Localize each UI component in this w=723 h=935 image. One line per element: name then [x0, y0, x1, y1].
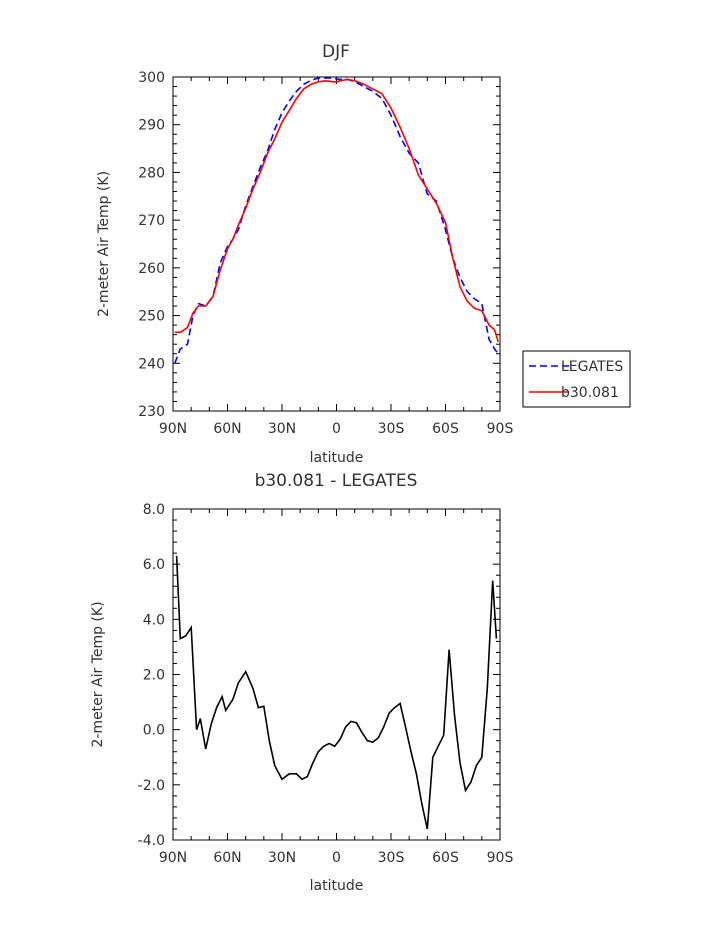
- series-group: [174, 77, 499, 364]
- legend-label: LEGATES: [561, 359, 623, 375]
- x-tick-label: 30S: [378, 421, 405, 437]
- legend-box: [522, 350, 631, 408]
- x-tick-label: 30N: [268, 850, 296, 866]
- x-tick-label: 60N: [213, 850, 241, 866]
- x-axis-label: latitude: [310, 450, 364, 466]
- series-line-b30-081: [174, 78, 499, 343]
- plot-frame: [172, 508, 501, 841]
- panel-difference: b30.081 - LEGATES 90N 60N 30N 0 30S 60S 90S -4.…: [90, 471, 513, 894]
- y-tick-label: 0.0: [143, 723, 165, 739]
- tick-labels: 90N 60N 30N 0 30S 60S 90S 230 240 250 260 270 280 290…: [138, 70, 513, 437]
- y-axis-label: 2-meter Air Temp (K): [90, 601, 106, 747]
- x-tick-label: 60S: [432, 421, 459, 437]
- x-tick-label: 0: [332, 421, 341, 437]
- y-tick-label: 240: [138, 356, 165, 372]
- y-tick-label: -2.0: [138, 778, 165, 794]
- y-tick-label: 8.0: [143, 502, 165, 518]
- chart-title: b30.081 - LEGATES: [255, 471, 418, 491]
- x-tick-label: 60S: [432, 850, 459, 866]
- tick-marks: [172, 76, 501, 412]
- x-tick-label: 0: [332, 850, 341, 866]
- series-line-legates: [174, 77, 499, 364]
- series-group: [175, 555, 498, 830]
- x-axis-label: latitude: [310, 878, 364, 894]
- x-tick-label: 90N: [159, 850, 187, 866]
- tick-marks: [172, 508, 501, 841]
- x-tick-label: 30N: [268, 421, 296, 437]
- chart-title: DJF: [322, 42, 350, 62]
- y-tick-label: 250: [138, 309, 165, 325]
- y-tick-label: 300: [138, 70, 165, 86]
- legend: LEGATES b30.081: [522, 350, 631, 408]
- tick-labels: 90N 60N 30N 0 30S 60S 90S -4.0 -2.0 0.0 2.0 4.0 6.0 8…: [138, 502, 514, 866]
- y-tick-label: 270: [138, 213, 165, 229]
- panel-djf: DJF 90N 60N 30N 0 30S 60S 90S 230 240 250 260 270 28…: [96, 42, 631, 466]
- y-axis-label: 2-meter Air Temp (K): [96, 171, 112, 317]
- y-tick-label: 260: [138, 261, 165, 277]
- y-tick-label: 280: [138, 165, 165, 181]
- x-tick-label: 90N: [159, 421, 187, 437]
- x-tick-label: 90S: [487, 850, 514, 866]
- y-tick-label: 6.0: [143, 557, 165, 573]
- plot-frame: [172, 76, 501, 412]
- y-tick-label: -4.0: [138, 833, 165, 849]
- y-tick-label: 290: [138, 118, 165, 134]
- y-tick-label: 230: [138, 404, 165, 420]
- x-tick-label: 60N: [213, 421, 241, 437]
- legend-label: b30.081: [561, 385, 619, 401]
- y-tick-label: 4.0: [143, 612, 165, 628]
- series-line-difference: [175, 555, 498, 830]
- x-tick-label: 90S: [487, 421, 514, 437]
- x-tick-label: 30S: [378, 850, 405, 866]
- y-tick-label: 2.0: [143, 668, 165, 684]
